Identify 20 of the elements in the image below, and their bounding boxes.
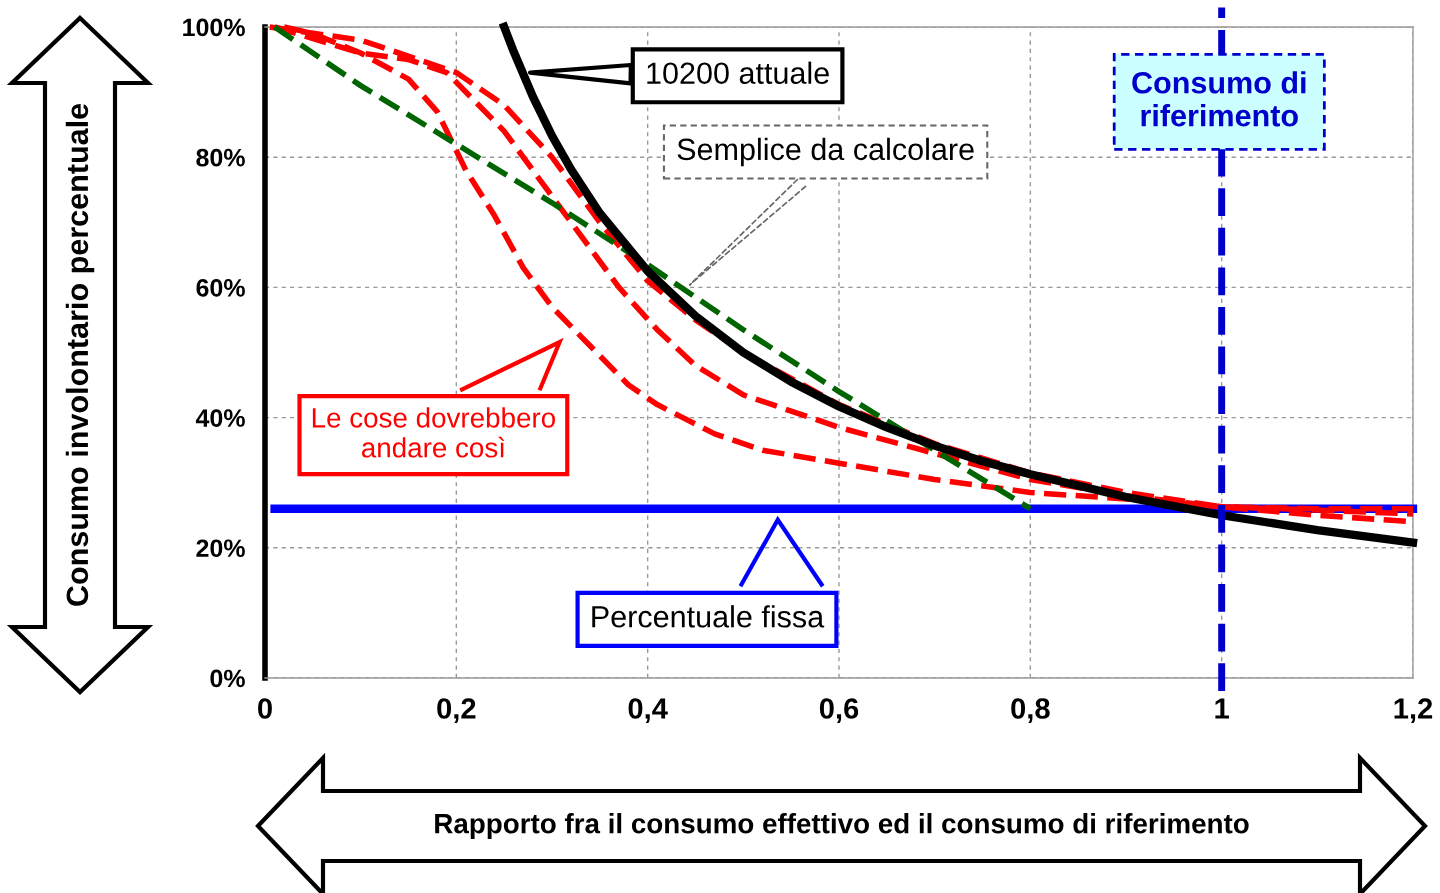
annotation: Percentuale fissa (592, 605, 825, 628)
x-tick-label: 0,6 (819, 698, 859, 724)
ref-line-label: Consumo di riferimento (1132, 71, 1306, 127)
x-tick-label: 0,8 (1011, 698, 1050, 724)
y-tick-label: 40% (195, 409, 245, 427)
y-tick-label: 20% (196, 539, 245, 558)
y-axis-title: Consumo involontario percentuale (65, 103, 95, 606)
x-tick-label: 0,2 (437, 698, 476, 724)
x-tick-label: 0,4 (628, 698, 668, 724)
x-tick-label: 1,2 (1394, 698, 1433, 724)
annotation: 10200 attuale (647, 61, 829, 85)
y-tick-label: 60% (196, 279, 245, 297)
x-axis-title: Rapporto fra il consumo effettivo ed il consumo di riferimento (435, 813, 1249, 839)
x-tick-label: 1 (1215, 698, 1229, 719)
y-tick-label: 100% (183, 18, 245, 37)
annotation: Semplice da calcolare (677, 137, 974, 167)
y-tick-label: 0% (210, 669, 245, 688)
y-tick-label: 80% (196, 148, 245, 167)
x-tick-label: 0 (258, 698, 272, 719)
annotation: Le cose dovrebbero andare così (312, 407, 555, 458)
